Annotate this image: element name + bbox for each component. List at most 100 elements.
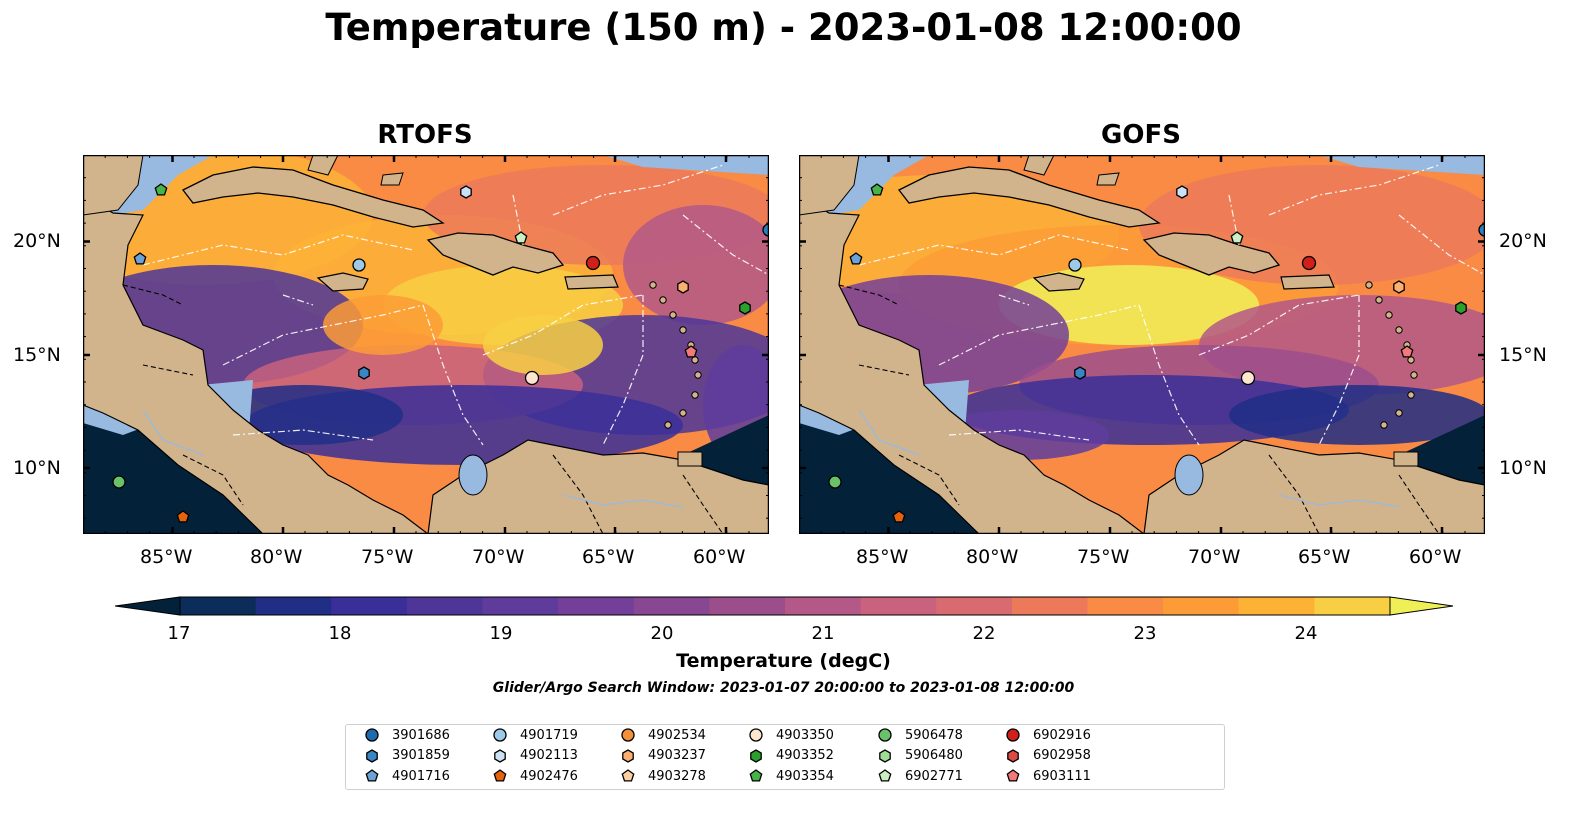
puerto-rico-land (564, 274, 619, 290)
y-tick-left-15n: 15°N (13, 344, 61, 366)
colorbar-tick-24: 24 (1294, 623, 1318, 644)
country-border (838, 284, 900, 306)
antilles-island (649, 281, 657, 289)
legend-label: 4903350 (776, 727, 834, 743)
colorbar-tick-21: 21 (811, 623, 835, 644)
eez-boundary (938, 304, 1140, 366)
x-tick-rtofs-80w: 80°W (250, 546, 303, 568)
map-title-gofs: GOFS (1101, 120, 1181, 150)
pentagon-marker-icon (749, 769, 763, 782)
float-marker (1240, 370, 1256, 386)
float-marker (677, 280, 689, 294)
lake-maracaibo (458, 454, 488, 496)
eez-boundary (602, 295, 644, 446)
antilles-island (1365, 281, 1373, 289)
legend-marker (749, 728, 763, 742)
colorbar-segment (633, 597, 710, 615)
legend-marker (1006, 769, 1020, 782)
colorbar-tick-20: 20 (650, 623, 674, 644)
legend-label: 5906478 (905, 727, 963, 743)
colorbar-tick-18: 18 (328, 623, 352, 644)
legend-item: 6903111 (1005, 768, 1091, 784)
legend-item: 4901719 (492, 727, 578, 743)
x-tick-gofs-85w: 85°W (856, 546, 909, 568)
legend-item: 6902958 (1005, 748, 1091, 764)
antilles-island (1407, 391, 1415, 399)
circle-marker-icon (749, 728, 763, 742)
legend-marker (879, 748, 891, 763)
y-tick-left-20n: 20°N (13, 230, 61, 252)
float-marker (154, 183, 168, 196)
legend-marker (1006, 728, 1020, 742)
legend-item: 5906480 (877, 748, 963, 764)
legend-label: 6902916 (1033, 727, 1091, 743)
eez-boundary (422, 304, 484, 446)
legend-label: 3901686 (392, 727, 450, 743)
eez-boundary (1268, 164, 1440, 216)
colorbar-min-extend (115, 596, 181, 616)
eez-boundary (512, 194, 524, 246)
hispaniola-land (1142, 232, 1281, 276)
legend-marker (878, 769, 892, 782)
colorbar-segment (860, 597, 937, 615)
figure-title: Temperature (150 m) - 2023-01-08 12:00:0… (325, 6, 1242, 49)
y-tick-left-10n: 10°N (13, 457, 61, 479)
float-marker (112, 475, 126, 489)
x-tick-rtofs-85w: 85°W (140, 546, 193, 568)
eez-boundary (682, 214, 769, 276)
x-tick-gofs-75w: 75°W (1077, 546, 1130, 568)
eez-boundary (948, 429, 1090, 441)
eez-boundary (1198, 294, 1360, 356)
eez-boundary (232, 429, 374, 441)
legend-marker (365, 769, 379, 782)
temperature-patch (1229, 385, 1485, 445)
pentagon-marker-icon (1006, 769, 1020, 782)
x-tick-rtofs-75w: 75°W (361, 546, 414, 568)
float-marker (892, 510, 906, 523)
antilles-island (1385, 311, 1393, 319)
country-border (1268, 454, 1320, 534)
legend-item: 6902771 (877, 768, 963, 784)
float-marker (514, 231, 528, 244)
river (858, 409, 920, 456)
eez-boundary (1138, 304, 1200, 446)
float-marker (1301, 255, 1317, 271)
legend-marker (750, 748, 762, 763)
float-legend: 3901686 3901859 4901716 4901719 4902113 49024… (345, 724, 1225, 790)
legend-label: 3901859 (392, 748, 450, 763)
legend-item: 4901716 (364, 768, 450, 784)
legend-label: 4903237 (648, 748, 706, 763)
float-marker (358, 366, 370, 380)
legend-item: 4902113 (492, 748, 578, 764)
antilles-island (679, 326, 687, 334)
y-tick-right-20n: 20°N (1499, 230, 1547, 252)
country-border (682, 474, 724, 534)
legend-label: 6902958 (1033, 748, 1091, 763)
legend-label: 4903352 (776, 748, 834, 763)
colorbar-segment (482, 597, 559, 615)
float-marker (176, 510, 190, 523)
circle-marker-icon (878, 728, 892, 742)
antilles-island (1410, 371, 1418, 379)
eez-boundary (482, 294, 644, 356)
legend-item: 4903278 (620, 768, 706, 784)
lake-maracaibo (1174, 454, 1204, 496)
float-marker (739, 301, 751, 315)
trinidad-land (1393, 451, 1419, 467)
hexagon-marker-icon (1007, 748, 1019, 763)
circle-marker-icon (1006, 728, 1020, 742)
bahamas-land (1096, 172, 1120, 186)
float-marker (684, 345, 698, 358)
colorbar-segment (255, 597, 332, 615)
legend-item: 4903352 (748, 748, 834, 764)
legend-label: 4903354 (776, 768, 834, 784)
colorbar-segment (1087, 597, 1164, 615)
x-tick-rtofs-65w: 65°W (582, 546, 635, 568)
float-marker (585, 255, 601, 271)
float-marker (1068, 258, 1082, 272)
legend-marker (494, 748, 506, 763)
colorbar-segment (1314, 597, 1391, 615)
antilles-island (1380, 421, 1388, 429)
country-border (898, 454, 960, 506)
x-tick-rtofs-70w: 70°W (472, 546, 525, 568)
